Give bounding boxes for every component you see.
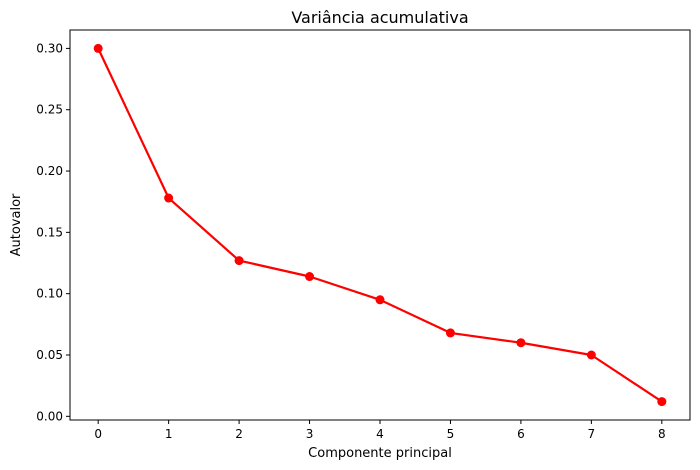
x-tick-label: 6 bbox=[517, 427, 525, 441]
x-tick-label: 0 bbox=[94, 427, 102, 441]
chart-title: Variância acumulativa bbox=[291, 8, 468, 27]
x-tick-label: 1 bbox=[165, 427, 173, 441]
x-tick-label: 3 bbox=[306, 427, 314, 441]
data-point bbox=[445, 328, 455, 338]
y-axis: 0.00 0.05 0.10 0.15 0.20 0.25 0.30 bbox=[36, 41, 70, 423]
data-point bbox=[93, 43, 103, 53]
x-tick-label: 4 bbox=[376, 427, 384, 441]
data-point bbox=[586, 350, 596, 360]
x-tick-label: 2 bbox=[235, 427, 243, 441]
data-point bbox=[657, 397, 667, 407]
y-tick-label: 0.15 bbox=[36, 225, 63, 239]
data-point bbox=[234, 256, 244, 266]
data-point bbox=[375, 295, 385, 305]
x-tick-label: 7 bbox=[588, 427, 596, 441]
x-tick-label: 8 bbox=[658, 427, 666, 441]
plot-frame bbox=[69, 29, 691, 421]
y-axis-label: Autovalor bbox=[9, 193, 24, 256]
data-point bbox=[516, 338, 526, 348]
x-tick-label: 5 bbox=[447, 427, 455, 441]
data-point bbox=[164, 193, 174, 203]
series-line bbox=[97, 47, 663, 403]
y-tick-label: 0.20 bbox=[36, 164, 63, 178]
y-tick-label: 0.05 bbox=[36, 348, 63, 362]
series-layer bbox=[93, 43, 667, 407]
y-tick-label: 0.30 bbox=[36, 41, 63, 55]
x-axis: 0 1 2 3 4 5 6 7 8 bbox=[94, 420, 666, 441]
x-axis-label: Componente principal bbox=[308, 446, 452, 461]
data-point bbox=[305, 272, 315, 282]
y-tick-label: 0.10 bbox=[36, 287, 63, 301]
y-tick-label: 0.25 bbox=[36, 103, 63, 117]
y-tick-label: 0.00 bbox=[36, 409, 63, 423]
